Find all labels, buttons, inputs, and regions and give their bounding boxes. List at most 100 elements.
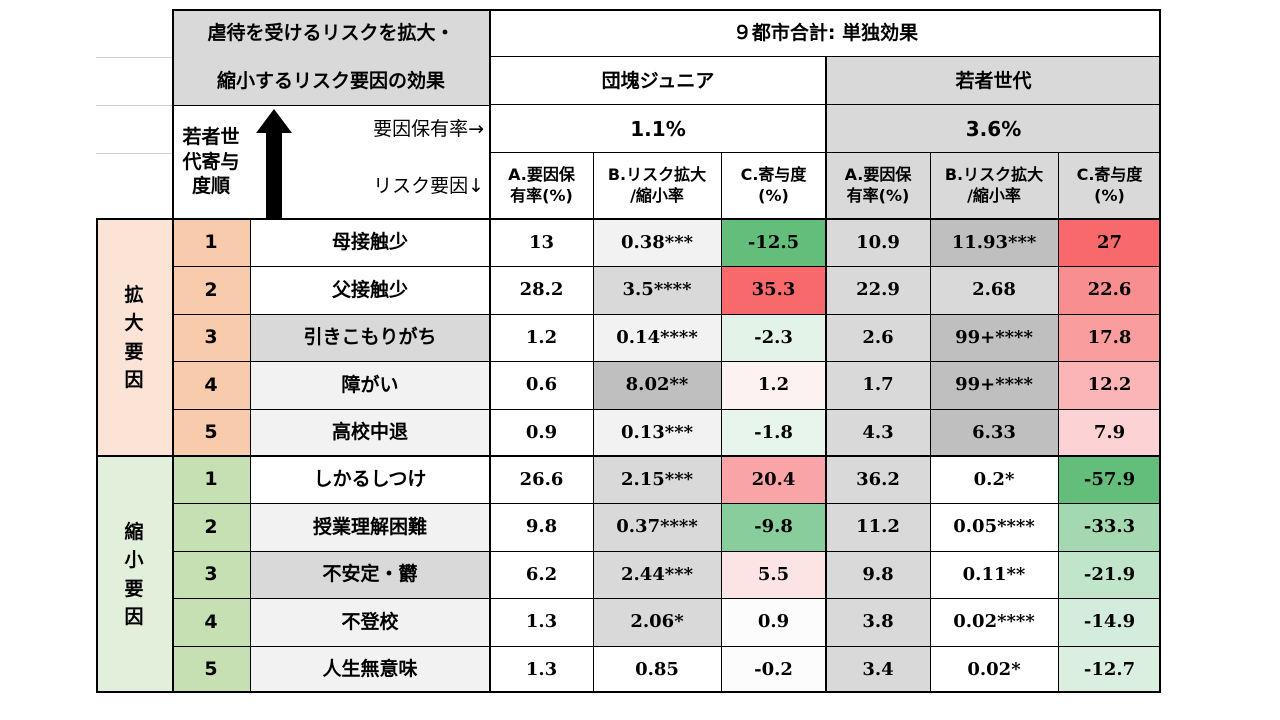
border-group-split	[825, 57, 827, 693]
value-cell-ja: 28.2	[490, 266, 593, 314]
border-group-divider	[96, 455, 1161, 457]
border-bottom	[96, 691, 1161, 693]
border-top	[172, 9, 1161, 11]
group-young-header: 若者世代	[826, 57, 1161, 105]
col-divider	[721, 153, 722, 693]
value-cell-jb: 2.44***	[593, 550, 721, 599]
value-cell-yb: 2.68	[930, 266, 1058, 314]
junior-col-c: C.寄与度 (%)	[721, 153, 826, 219]
value-cell-ya: 10.9	[826, 219, 930, 267]
col-divider	[930, 153, 931, 693]
holding-rate-label: 要因保有率→	[250, 105, 490, 153]
value-cell-jc: 20.4	[721, 456, 826, 504]
value-cell-ya: 36.2	[826, 456, 930, 504]
rank-cell: 1	[172, 456, 250, 504]
left-row-divider	[96, 57, 172, 58]
header-blank-1	[96, 9, 172, 57]
value-cell-yb: 0.11**	[930, 550, 1058, 599]
value-cell-jb: 8.02**	[593, 361, 721, 409]
value-cell-jc: -2.3	[721, 313, 826, 362]
border-row-rate	[490, 152, 1161, 153]
factor-cell: 父接触少	[250, 266, 490, 314]
rank-cell: 4	[172, 598, 250, 646]
row-divider	[172, 551, 1161, 552]
border-left-outer	[96, 218, 98, 693]
table-title-line1: 虐待を受けるリスクを拡大・	[172, 9, 490, 57]
factor-cell: 不登校	[250, 598, 490, 646]
risk-factor-label: リスク要因↓	[250, 153, 490, 219]
value-cell-jb: 0.14****	[593, 313, 721, 362]
factor-cell: 障がい	[250, 361, 490, 409]
rank-cell: 5	[172, 408, 250, 456]
border-row-nine-city	[490, 56, 1161, 57]
shrink-group-label: 縮 小 要 因	[96, 456, 172, 693]
value-cell-yc: -12.7	[1058, 645, 1161, 693]
value-cell-jc: 0.9	[721, 598, 826, 646]
value-cell-jc: -1.8	[721, 408, 826, 456]
value-cell-yb: 6.33	[930, 408, 1058, 456]
value-cell-ja: 1.3	[490, 645, 593, 693]
arrow-up-icon	[256, 109, 292, 219]
value-cell-yc: 12.2	[1058, 361, 1161, 409]
factor-cell: 人生無意味	[250, 645, 490, 693]
value-cell-yc: 7.9	[1058, 408, 1161, 456]
value-cell-yc: 27	[1058, 219, 1161, 267]
value-cell-ya: 11.2	[826, 503, 930, 551]
factor-cell: しかるしつけ	[250, 456, 490, 504]
young-col-a: A.要因保 有率(%)	[826, 153, 930, 219]
value-cell-yc: -33.3	[1058, 503, 1161, 551]
factor-cell: 不安定・欝	[250, 550, 490, 599]
expand-group-label: 拡 大 要 因	[96, 219, 172, 456]
value-cell-yb: 99+****	[930, 361, 1058, 409]
group-junior-header: 団塊ジュニア	[490, 57, 826, 105]
rank-cell: 4	[172, 361, 250, 409]
value-cell-ya: 3.4	[826, 645, 930, 693]
left-row-divider	[96, 153, 172, 154]
value-cell-yb: 0.02****	[930, 598, 1058, 646]
rank-cell: 1	[172, 219, 250, 267]
value-cell-jc: 35.3	[721, 266, 826, 314]
nine-city-header: ９都市合計: 単独効果	[490, 9, 1161, 57]
row-divider	[172, 598, 1161, 599]
border-title-right	[489, 9, 491, 693]
value-cell-yb: 0.2*	[930, 456, 1058, 504]
value-cell-yb: 11.93***	[930, 219, 1058, 267]
rank-cell: 3	[172, 313, 250, 362]
value-cell-jb: 3.5****	[593, 266, 721, 314]
value-cell-jc: -9.8	[721, 503, 826, 551]
value-cell-jb: 2.15***	[593, 456, 721, 504]
value-cell-ja: 26.6	[490, 456, 593, 504]
rank-cell: 3	[172, 550, 250, 599]
border-right	[1159, 9, 1161, 693]
young-col-b: B.リスク拡大 /縮小率	[930, 153, 1058, 219]
value-cell-yb: 0.02*	[930, 645, 1058, 693]
value-cell-ya: 1.7	[826, 361, 930, 409]
factor-cell: 高校中退	[250, 408, 490, 456]
value-cell-jc: 5.5	[721, 550, 826, 599]
rank-cell: 5	[172, 645, 250, 693]
young-holding-rate: 3.6%	[826, 105, 1161, 153]
value-cell-jc: -12.5	[721, 219, 826, 267]
row-divider	[172, 409, 1161, 410]
risk-factor-table: 虐待を受けるリスクを拡大・ 縮小するリスク要因の効果 若者世 代寄与 度順 要因…	[96, 9, 1161, 693]
value-cell-jb: 0.37****	[593, 503, 721, 551]
junior-holding-rate: 1.1%	[490, 105, 826, 153]
value-cell-ja: 0.9	[490, 408, 593, 456]
value-cell-ya: 3.8	[826, 598, 930, 646]
value-cell-yb: 99+****	[930, 313, 1058, 362]
value-cell-ja: 0.6	[490, 361, 593, 409]
value-cell-ya: 9.8	[826, 550, 930, 599]
table-title-line2: 縮小するリスク要因の効果	[172, 57, 490, 105]
row-divider	[172, 361, 1161, 362]
young-col-c: C.寄与度 (%)	[1058, 153, 1161, 219]
border-left-main	[172, 9, 174, 693]
row-divider	[172, 503, 1161, 504]
value-cell-yc: 22.6	[1058, 266, 1161, 314]
value-cell-yc: -14.9	[1058, 598, 1161, 646]
value-cell-ja: 1.3	[490, 598, 593, 646]
factor-cell: 引きこもりがち	[250, 313, 490, 362]
value-cell-yc: 17.8	[1058, 313, 1161, 362]
value-cell-ya: 2.6	[826, 313, 930, 362]
value-cell-ja: 13	[490, 219, 593, 267]
value-cell-ja: 6.2	[490, 550, 593, 599]
